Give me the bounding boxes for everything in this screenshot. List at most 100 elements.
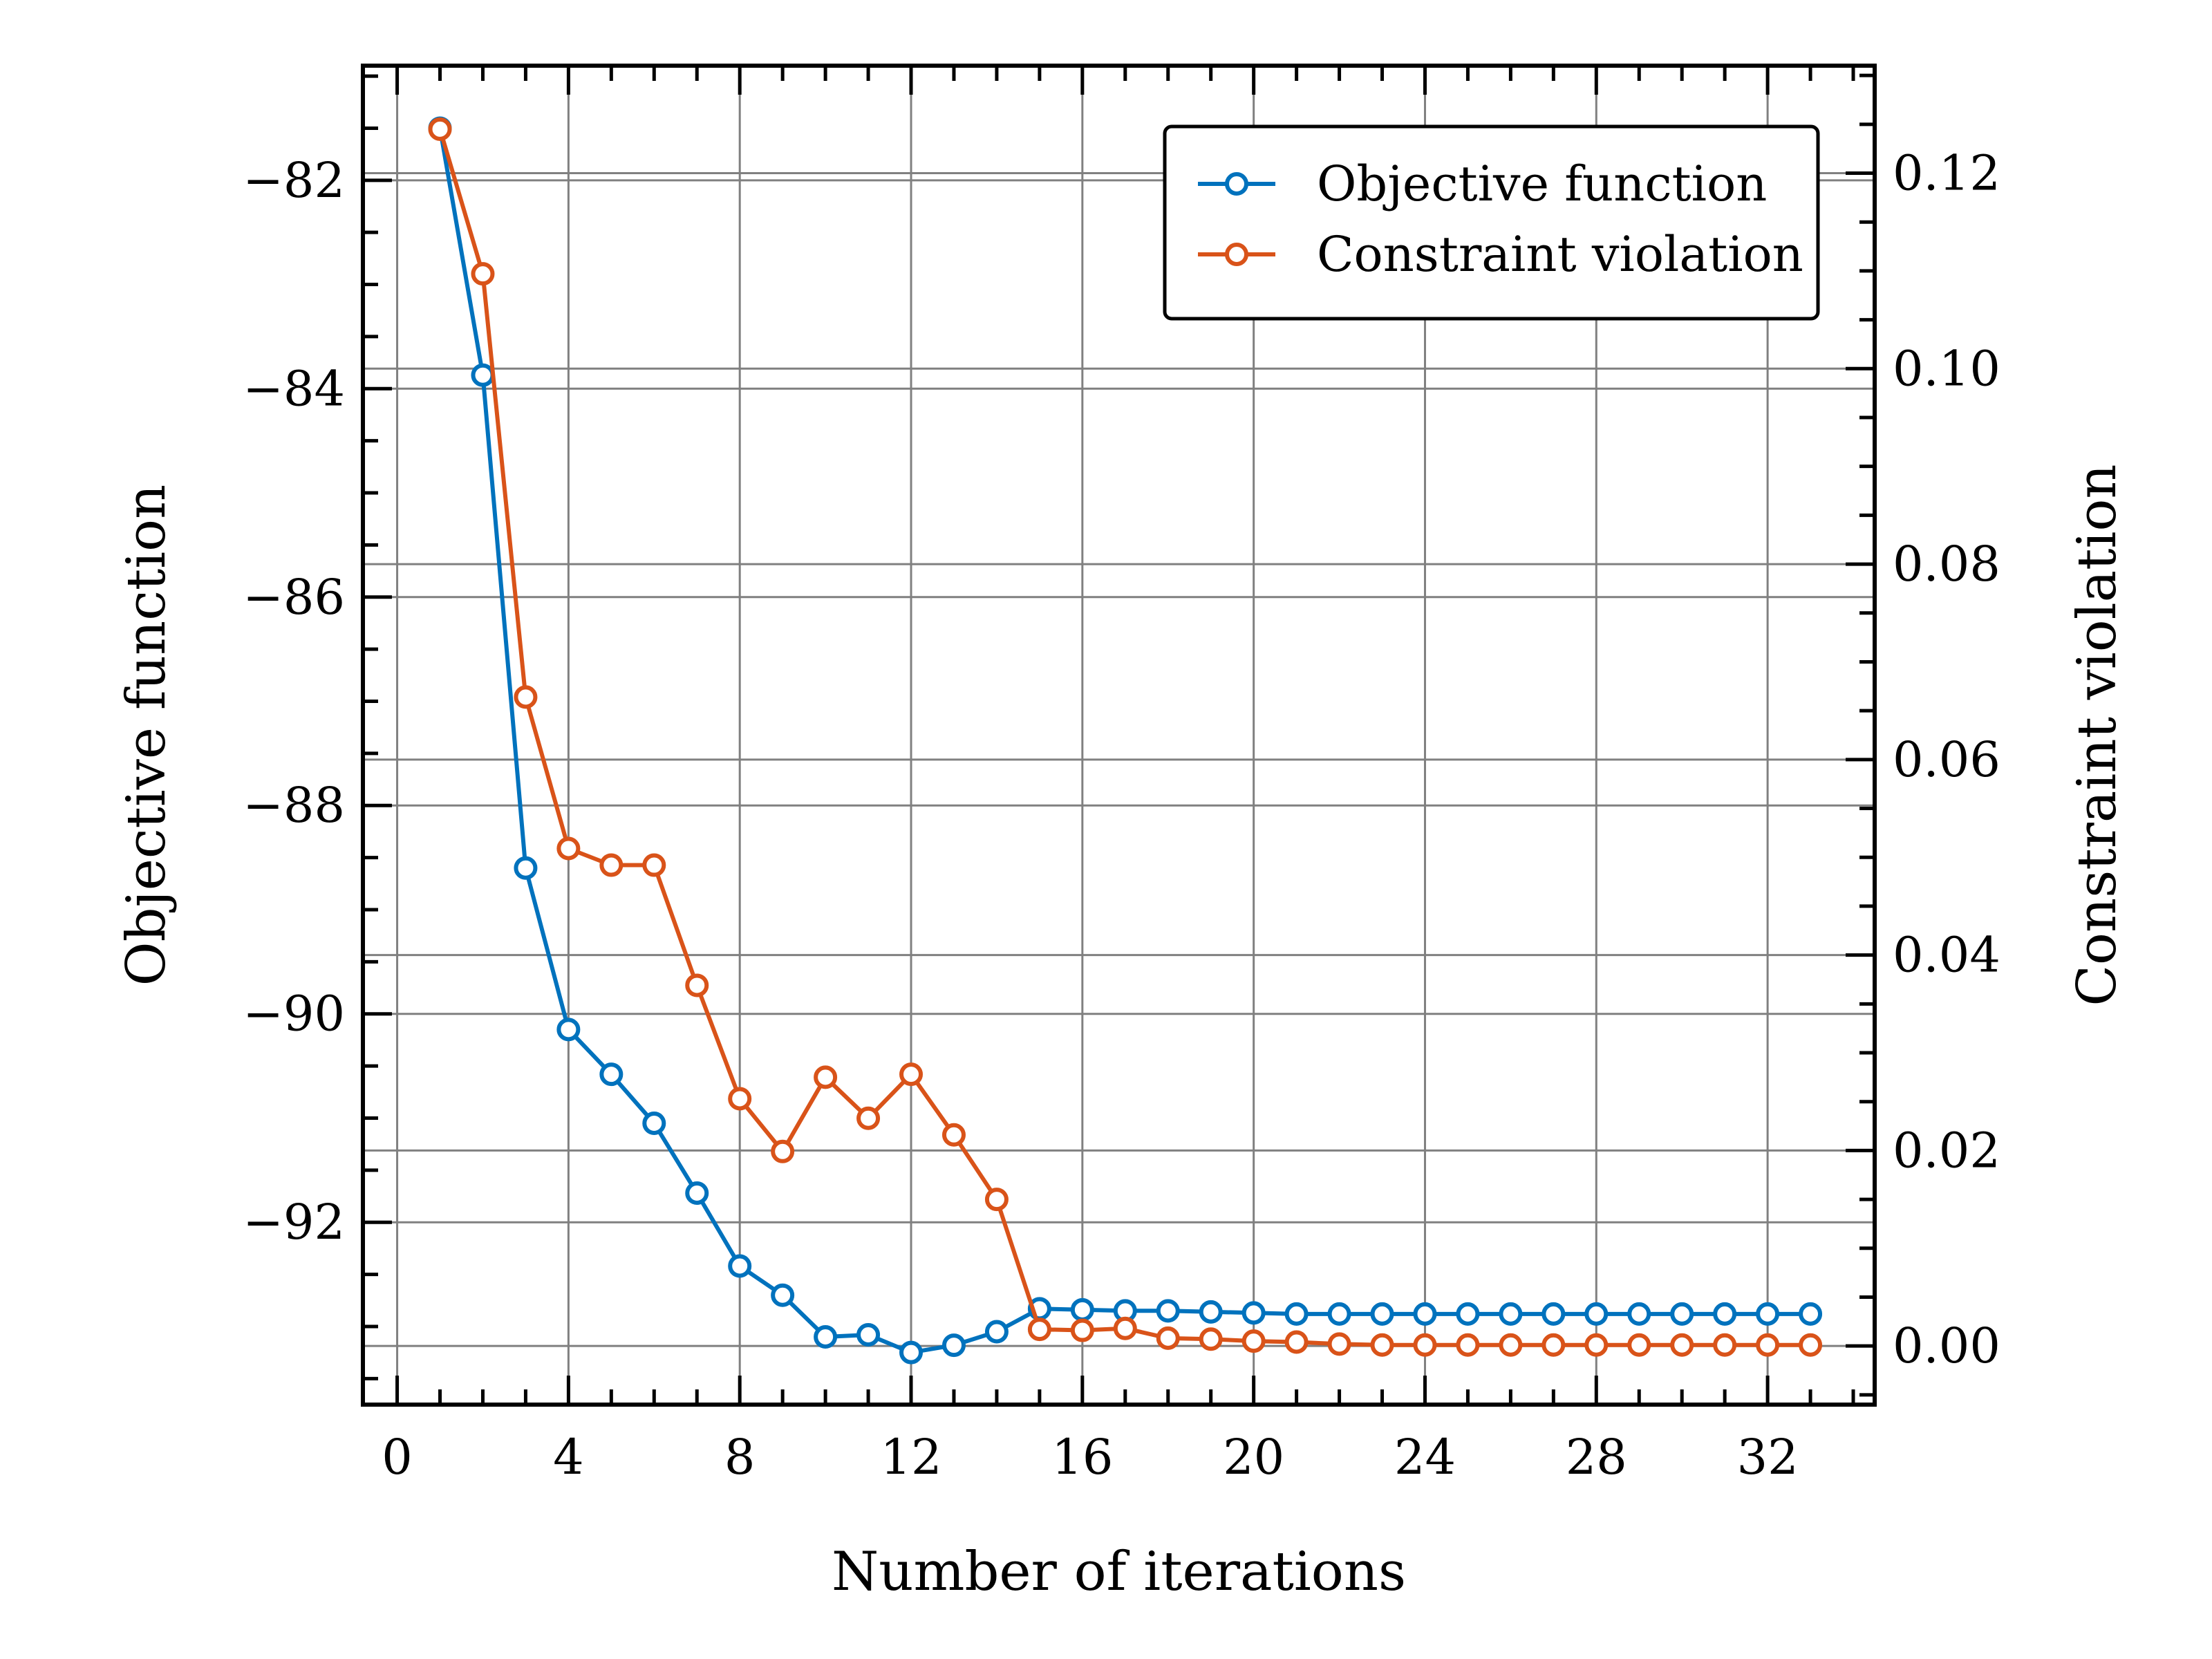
series-0-point — [1456, 1302, 1480, 1326]
legend-label-1: Constraint violation — [1317, 226, 1803, 283]
y-right-tick-label: 0.12 — [1893, 145, 2000, 202]
series-0-point — [1413, 1302, 1437, 1326]
series-1-point — [1413, 1333, 1437, 1357]
x-tick-label: 16 — [1051, 1429, 1113, 1485]
legend-box — [1163, 124, 1820, 321]
series-1-point — [1541, 1333, 1566, 1357]
series-0-point — [728, 1254, 752, 1278]
series-1-point — [856, 1106, 881, 1130]
y-left-tick-label: −92 — [243, 1194, 345, 1250]
y-right-tick-label: 0.04 — [1893, 927, 2000, 984]
series-0-point — [1541, 1302, 1566, 1326]
series-0-point — [471, 363, 495, 387]
series-1-point — [1584, 1333, 1609, 1357]
series-1-point — [1327, 1332, 1351, 1356]
series-1-point — [556, 836, 581, 861]
series-1-point — [1670, 1333, 1694, 1357]
series-1-point — [728, 1087, 752, 1111]
series-1-point — [514, 685, 538, 709]
series-1-point — [1284, 1330, 1309, 1354]
series-1-point — [1241, 1329, 1266, 1353]
series-1-point — [1199, 1327, 1223, 1351]
x-tick-label: 8 — [724, 1429, 756, 1485]
y-right-tick-label: 0.08 — [1893, 536, 2000, 592]
series-1-point — [471, 262, 495, 286]
series-1-point — [1756, 1333, 1780, 1357]
y-left-tick-label: −82 — [243, 152, 345, 209]
y-axis-right-title: Constraint violation — [2066, 464, 2128, 1006]
x-tick-label: 28 — [1566, 1429, 1627, 1485]
series-0-point — [1241, 1301, 1266, 1325]
series-1-point — [1070, 1318, 1094, 1342]
series-1-point — [771, 1139, 795, 1163]
legend: Objective function Constraint violation — [1163, 124, 1820, 321]
series-0-point — [1499, 1302, 1523, 1326]
legend-items: Objective function Constraint violation — [1198, 156, 1803, 283]
series-0-point — [941, 1333, 966, 1358]
series-1-point — [685, 973, 709, 997]
series-0-point — [1713, 1302, 1737, 1326]
series-0-point — [1156, 1299, 1180, 1323]
series-1-point — [814, 1065, 838, 1089]
legend-marker-0 — [1225, 172, 1248, 196]
minor-tick-layer — [363, 66, 1875, 1405]
series-1-point — [1113, 1316, 1137, 1340]
series-0-point — [1199, 1300, 1223, 1324]
y-right-tick-label: 0.10 — [1893, 340, 2000, 397]
series-0-point — [556, 1018, 581, 1042]
x-tick-label: 4 — [553, 1429, 584, 1485]
x-tick-label: 12 — [880, 1429, 941, 1485]
legend-label-0: Objective function — [1317, 156, 1767, 212]
series-0-point — [1670, 1302, 1694, 1326]
series-0-point — [984, 1320, 1009, 1344]
series-1-point — [899, 1062, 924, 1087]
series-0-point — [771, 1283, 795, 1307]
series-0-point — [1584, 1302, 1609, 1326]
series-0-point — [1070, 1297, 1094, 1322]
y-left-tick-label: −88 — [243, 777, 345, 834]
series-1-point — [1456, 1333, 1480, 1357]
series-0-point — [599, 1062, 624, 1087]
x-tick-label: 24 — [1394, 1429, 1456, 1485]
series-0-point — [856, 1323, 881, 1347]
y-right-tick-label: 0.02 — [1893, 1122, 2000, 1179]
series-0-point — [1756, 1302, 1780, 1326]
series-1-point — [1499, 1333, 1523, 1357]
series-0-point — [1284, 1302, 1309, 1326]
series-1-point — [599, 853, 624, 877]
series-1-point — [984, 1188, 1009, 1212]
y-left-tick-label: −90 — [243, 986, 345, 1042]
series-0-point — [642, 1112, 666, 1136]
series-0-point — [1327, 1302, 1351, 1326]
series-1-point — [1370, 1333, 1394, 1357]
x-tick-label: 20 — [1223, 1429, 1284, 1485]
x-axis-title: Number of iterations — [832, 1541, 1406, 1603]
y-axis-left-title: Objective function — [115, 485, 178, 986]
y-right-tick-label: 0.00 — [1893, 1318, 2000, 1374]
series-1-point — [1027, 1318, 1051, 1342]
series-1-point — [428, 117, 452, 141]
series-0-point — [814, 1325, 838, 1349]
series-0-point — [1627, 1302, 1651, 1326]
series-0-point — [514, 856, 538, 880]
series-1-point — [1156, 1326, 1180, 1350]
series-0-point — [899, 1340, 924, 1365]
series-0-point — [685, 1181, 709, 1205]
legend-marker-1 — [1225, 243, 1248, 266]
x-tick-label: 32 — [1737, 1429, 1799, 1485]
series-1-point — [941, 1123, 966, 1147]
y-left-tick-label: −84 — [243, 360, 345, 417]
y-left-tick-label: −86 — [243, 569, 345, 626]
series-1-point — [1627, 1333, 1651, 1357]
series-layer — [428, 116, 1823, 1365]
series-0-point — [1370, 1302, 1394, 1326]
series-1-point — [1713, 1333, 1737, 1357]
series-1-point — [642, 853, 666, 877]
x-tick-label: 0 — [382, 1429, 413, 1485]
series-0-point — [1799, 1302, 1823, 1326]
major-tick-layer — [363, 66, 1875, 1405]
plot-frame — [361, 64, 1877, 1407]
tick-label-layer: 0 4 8 12 16 20 24 28 32 −82 −84 −86 −88 −90 −92 0.00 0.0… — [243, 145, 2000, 1485]
y-right-tick-label: 0.06 — [1893, 731, 2000, 788]
